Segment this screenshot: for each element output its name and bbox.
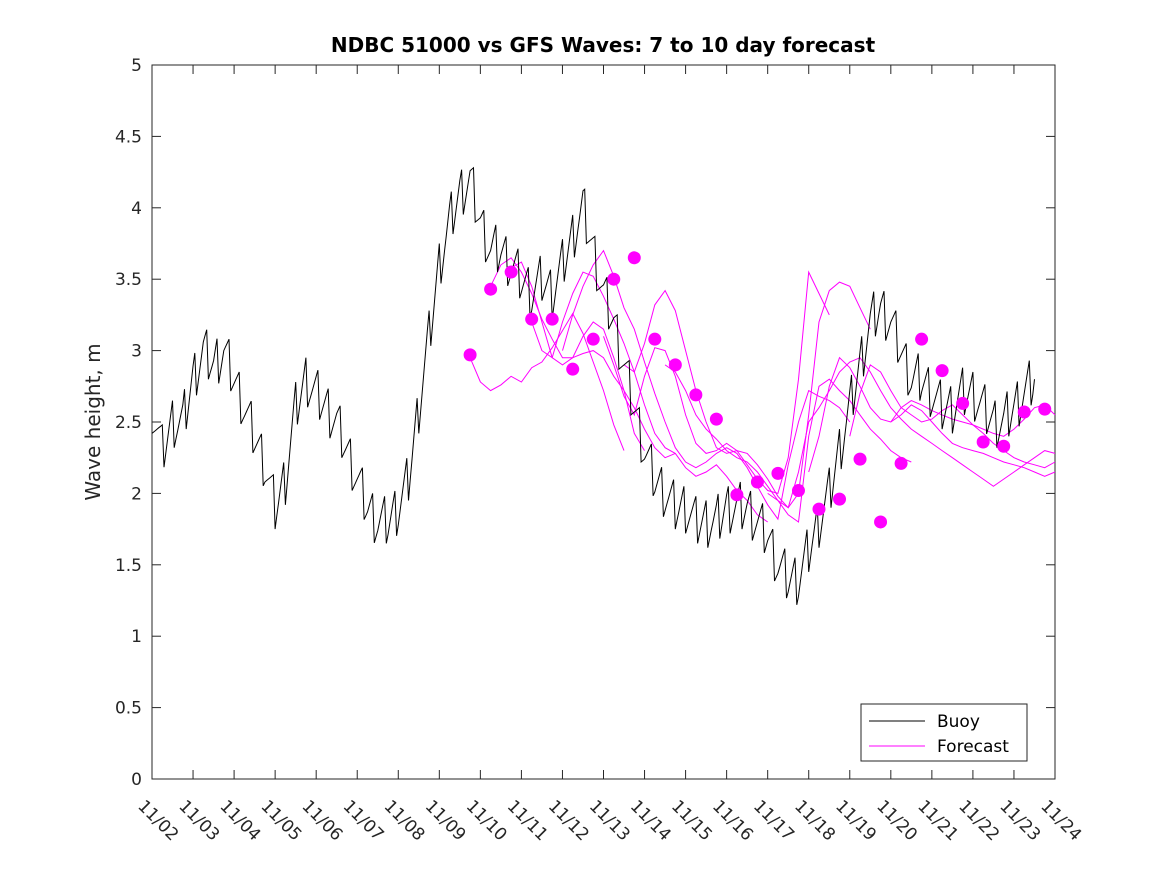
forecast-line — [767, 357, 1056, 509]
y-tick-label: 0.5 — [115, 699, 142, 719]
x-tick-label: 11/04 — [216, 796, 265, 845]
legend-box — [860, 703, 1028, 762]
x-tick-label: 11/10 — [462, 796, 511, 845]
x-tick-label: 11/15 — [667, 796, 716, 845]
forecast-point — [607, 272, 621, 286]
legend-label-forecast: Forecast — [937, 737, 1009, 757]
forecast-line — [664, 364, 912, 523]
forecast-point — [545, 312, 559, 326]
forecast-point — [484, 282, 498, 296]
x-tick-label: 11/23 — [995, 796, 1044, 845]
forecast-point — [894, 456, 908, 470]
forecast-point — [956, 396, 970, 410]
forecast-line — [490, 257, 645, 451]
forecast-lines — [469, 249, 1056, 523]
x-tick-label: 11/24 — [1036, 796, 1085, 845]
x-tick-label: 11/21 — [913, 796, 962, 845]
legend-label-buoy: Buoy — [937, 712, 980, 732]
forecast-line — [531, 271, 768, 523]
forecast-line — [603, 270, 830, 495]
legend: Buoy Forecast — [860, 703, 1028, 762]
forecast-point — [874, 515, 888, 529]
forecast-point — [750, 475, 764, 489]
buoy-series — [151, 166, 1035, 605]
forecast-point — [668, 358, 682, 372]
x-tick-label: 11/14 — [626, 796, 675, 845]
y-tick-label: 2.5 — [115, 413, 142, 433]
y-tick-label: 3.5 — [115, 270, 142, 290]
x-tick-label: 11/12 — [544, 796, 593, 845]
forecast-line — [808, 356, 1056, 477]
y-axis: 0 0.5 1 1.5 2 2.5 3 3.5 4 4.5 5 — [115, 56, 1055, 790]
forecast-point — [586, 332, 600, 346]
forecast-line — [849, 364, 1056, 469]
forecast-line — [469, 312, 625, 451]
forecast-point — [648, 332, 662, 346]
x-tick-label: 11/02 — [133, 796, 182, 845]
y-tick-label: 0 — [131, 770, 142, 790]
forecast-point — [833, 492, 847, 506]
x-tick-label: 11/13 — [585, 796, 634, 845]
forecast-point — [525, 312, 539, 326]
y-tick-label: 4.5 — [115, 127, 142, 147]
forecast-line — [562, 249, 851, 521]
x-tick-label: 11/18 — [790, 796, 839, 845]
forecast-point — [1017, 405, 1031, 419]
x-tick-label: 11/11 — [503, 796, 552, 845]
forecast-point — [812, 502, 826, 516]
forecast-point — [504, 265, 518, 279]
y-tick-label: 3 — [131, 342, 142, 362]
chart-title: NDBC 51000 vs GFS Waves: 7 to 10 day for… — [331, 33, 876, 57]
axes-box — [151, 64, 1056, 780]
x-tick-label: 11/07 — [339, 796, 388, 845]
x-tick-label: 11/22 — [954, 796, 1003, 845]
x-tick-label: 11/05 — [257, 796, 306, 845]
forecast-point — [627, 251, 641, 265]
y-tick-label: 2 — [131, 484, 142, 504]
x-tick-label: 11/09 — [421, 796, 470, 845]
x-tick-label: 11/16 — [708, 796, 757, 845]
forecast-point — [709, 412, 723, 426]
forecast-point — [997, 439, 1011, 453]
forecast-line — [890, 400, 1056, 437]
forecast-point — [1038, 402, 1052, 416]
forecast-point — [689, 388, 703, 402]
forecast-point — [463, 348, 477, 362]
forecast-point — [791, 484, 805, 498]
y-tick-label: 5 — [131, 56, 142, 76]
forecast-point — [976, 435, 990, 449]
x-tick-label: 11/17 — [749, 796, 798, 845]
y-tick-label: 1.5 — [115, 556, 142, 576]
forecast-point — [853, 452, 867, 466]
forecast-point — [730, 488, 744, 502]
forecast-point — [915, 332, 929, 346]
x-tick-label: 11/03 — [175, 796, 224, 845]
x-tick-label: 11/19 — [831, 796, 880, 845]
y-tick-label: 4 — [131, 199, 142, 219]
forecast-line — [623, 281, 871, 509]
forecast-point — [771, 466, 785, 480]
buoy-line — [151, 166, 1035, 605]
y-axis-label: Wave height, m — [81, 343, 105, 500]
forecast-markers — [463, 251, 1052, 529]
y-tick-label: 1 — [131, 627, 142, 647]
x-tick-label: 11/20 — [872, 796, 921, 845]
x-tick-label: 11/06 — [298, 796, 347, 845]
x-tick-label: 11/08 — [380, 796, 429, 845]
forecast-point — [566, 362, 580, 376]
forecast-point — [935, 364, 949, 378]
forecast-line — [510, 261, 676, 459]
